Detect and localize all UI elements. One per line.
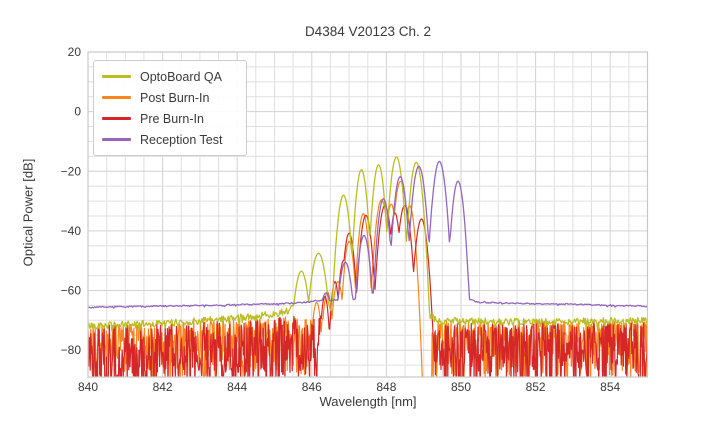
x-tick-label: 844 bbox=[227, 380, 247, 394]
x-tick-label: 842 bbox=[153, 380, 173, 394]
legend-label: Reception Test bbox=[140, 132, 223, 147]
chart-title: D4384 V20123 Ch. 2 bbox=[304, 24, 432, 39]
legend-line-swatch bbox=[102, 138, 131, 141]
y-tick-label: −60 bbox=[61, 284, 82, 298]
tick-labels: 840 842 844 846 848 850 852 854 20 0 −20 −40 −60 −80 bbox=[61, 45, 621, 394]
legend-line-swatch bbox=[102, 75, 131, 78]
series-line-optoboard-qa bbox=[88, 156, 648, 333]
legend-line-swatch bbox=[102, 96, 131, 99]
y-tick-label: −80 bbox=[61, 343, 82, 357]
legend-line-swatch bbox=[102, 117, 131, 120]
legend-item: Pre Burn-In bbox=[102, 108, 238, 129]
y-axis-label: Optical Power [dB] bbox=[20, 158, 36, 267]
legend-item: Post Burn-In bbox=[102, 87, 238, 108]
x-tick-label: 848 bbox=[376, 380, 396, 394]
y-tick-label: 20 bbox=[68, 45, 82, 59]
x-tick-label: 852 bbox=[526, 380, 546, 394]
legend-label: Post Burn-In bbox=[140, 90, 210, 105]
y-tick-label: −20 bbox=[61, 164, 82, 178]
legend: OptoBoard QA Post Burn-In Pre Burn-In Re… bbox=[93, 60, 247, 156]
legend-item: OptoBoard QA bbox=[102, 66, 238, 87]
series-line-reception-test bbox=[88, 160, 648, 309]
y-tick-label: −40 bbox=[61, 224, 82, 238]
legend-label: Pre Burn-In bbox=[140, 111, 204, 126]
x-tick-label: 840 bbox=[78, 380, 98, 394]
x-axis-label: Wavelength [nm] bbox=[319, 394, 417, 409]
legend-item: Reception Test bbox=[102, 129, 238, 150]
axes-frame bbox=[87, 51, 649, 378]
x-tick-label: 850 bbox=[451, 380, 471, 394]
x-tick-label: 846 bbox=[302, 380, 322, 394]
x-tick-label: 854 bbox=[600, 380, 620, 394]
series-group bbox=[88, 156, 648, 377]
legend-label: OptoBoard QA bbox=[140, 69, 222, 84]
y-tick-label: 0 bbox=[74, 105, 81, 119]
